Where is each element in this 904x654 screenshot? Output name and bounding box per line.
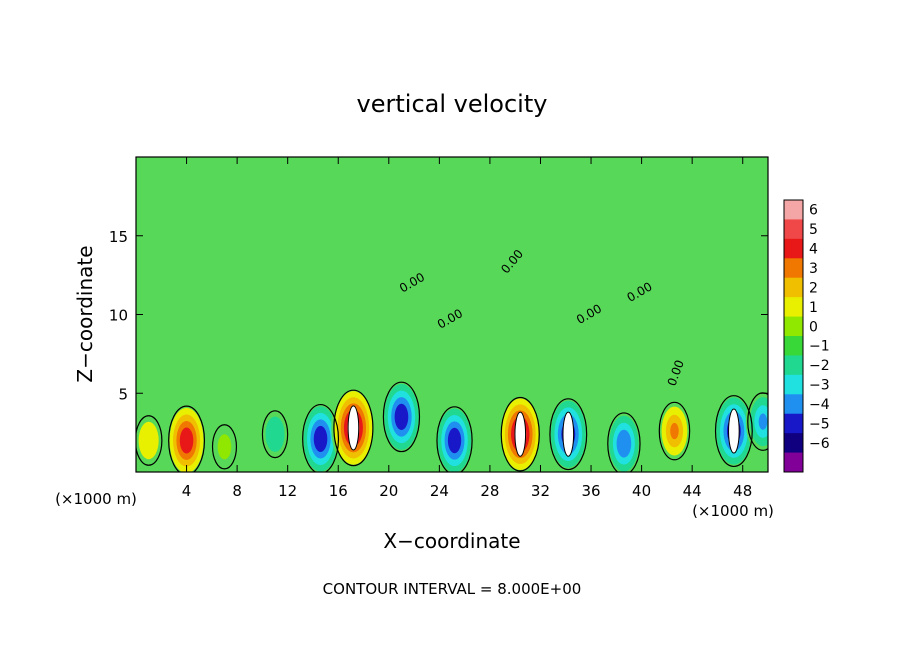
x-tick-label: 44	[683, 482, 702, 500]
colorbar-swatch	[784, 277, 803, 298]
x-tick-label: 48	[733, 482, 752, 500]
zero-contour-9	[500, 396, 540, 472]
velocity-contour-band	[398, 410, 405, 424]
contour-interval-note: CONTOUR INTERVAL = 8.000E+00	[323, 580, 582, 598]
velocity-cell-2	[166, 401, 207, 472]
velocity-contour-band	[183, 433, 190, 448]
velocity-core	[347, 405, 360, 451]
velocity-cell-11	[605, 408, 643, 472]
colorbar-swatch	[784, 238, 803, 259]
x-tick-label: 16	[329, 482, 348, 500]
velocity-contour-band	[270, 425, 280, 444]
colorbar-swatch	[784, 200, 803, 220]
y-tick-label: 15	[109, 228, 128, 246]
colorbar-tick-label: −3	[809, 378, 830, 394]
chart-title: vertical velocity	[357, 90, 548, 118]
velocity-contour-band	[670, 422, 679, 440]
x-tick-label: 4	[182, 482, 192, 500]
x-axis-ticks: 4 8 12 16 20 24 28 32 36 40 44 48	[182, 157, 752, 500]
colorbar-swatch	[784, 297, 803, 318]
colorbar-tick-label: −6	[809, 436, 830, 452]
x-axis-label: X−coordinate	[383, 529, 520, 553]
x-tick-label: 36	[581, 482, 600, 500]
colorbar-tick-label: 2	[809, 280, 818, 296]
colorbar-tick-label: 3	[809, 261, 818, 277]
colorbar-swatch	[784, 219, 803, 240]
velocity-cell-1	[136, 412, 164, 469]
velocity-contour-band	[620, 436, 628, 451]
colorbar-swatch	[784, 258, 803, 279]
velocity-cell-6	[331, 385, 376, 471]
x-unit-right: (×1000 m)	[692, 502, 774, 520]
colorbar-tick-label: 1	[809, 300, 818, 316]
zero-contour-3	[211, 424, 238, 470]
zero-contours: 0.000.000.000.000.000.00	[136, 247, 768, 472]
zero-contour-1	[136, 415, 163, 466]
zero-contour-8	[436, 406, 473, 472]
colorbar-tick-label: 4	[809, 242, 818, 258]
zero-contour-10	[549, 398, 588, 471]
colorbar-tick-label: −1	[809, 339, 830, 355]
colorbar-swatch	[784, 413, 803, 434]
y-axis-label: Z−coordinate	[73, 245, 97, 382]
velocity-cell-5	[300, 399, 341, 472]
colorbar-swatch	[784, 374, 803, 395]
zero-contour-12	[658, 401, 691, 461]
velocity-cell-3	[210, 421, 239, 472]
x-tick-label: 20	[379, 482, 398, 500]
colorbar-tick-label: −4	[809, 397, 830, 413]
velocity-cell-8	[434, 402, 475, 472]
x-tick-label: 28	[480, 482, 499, 500]
velocity-cell-9	[498, 392, 542, 472]
zero-contour-4	[261, 410, 289, 459]
colorbar: 6 5 4 3 2 1 0 −1 −2 −3 −4 −5 −6	[783, 199, 830, 473]
velocity-field	[136, 377, 768, 472]
colorbar-swatch	[784, 452, 803, 473]
zero-contour-2	[168, 405, 206, 472]
x-unit-left: (×1000 m)	[55, 490, 137, 508]
colorbar-swatch	[784, 316, 803, 337]
zero-contour-6	[333, 389, 374, 467]
x-tick-label: 8	[232, 482, 242, 500]
colorbar-tick-label: −5	[809, 416, 830, 432]
velocity-cell-7	[380, 377, 422, 457]
velocity-core	[728, 408, 740, 454]
colorbar-swatch	[784, 355, 803, 376]
velocity-contour-band	[317, 432, 324, 446]
x-tick-label: 24	[430, 482, 449, 500]
zero-contour-7	[382, 381, 421, 453]
velocity-core	[562, 411, 575, 457]
x-tick-label: 32	[531, 482, 550, 500]
colorbar-swatch	[784, 394, 803, 415]
velocity-cell-10	[547, 394, 590, 472]
velocity-cell-4	[260, 407, 290, 461]
velocity-cell-14	[745, 388, 768, 455]
velocity-cell-12	[657, 398, 692, 464]
y-axis-ticks: 5 10 15	[109, 228, 768, 403]
colorbar-tick-label: −2	[809, 358, 830, 374]
velocity-contour-band	[758, 413, 768, 430]
velocity-contour-band	[451, 434, 458, 447]
colorbar-tick-label: 6	[809, 203, 818, 219]
velocity-contour-band	[143, 431, 154, 450]
colorbar-tick-label: 5	[809, 222, 818, 238]
zero-contour-13	[714, 395, 753, 468]
colorbar-swatch	[784, 433, 803, 454]
zero-contour-5	[302, 403, 340, 472]
velocity-cell-13	[713, 390, 755, 472]
y-tick-label: 5	[118, 385, 128, 403]
colorbar-tick-label: 0	[809, 319, 818, 335]
velocity-core	[514, 411, 527, 457]
colorbar-frame	[783, 199, 804, 473]
y-tick-label: 10	[109, 307, 128, 325]
colorbar-swatch	[784, 336, 803, 356]
x-tick-label: 40	[632, 482, 651, 500]
x-tick-label: 12	[278, 482, 297, 500]
zero-contour-11	[607, 412, 641, 472]
velocity-contour-band	[217, 434, 232, 460]
